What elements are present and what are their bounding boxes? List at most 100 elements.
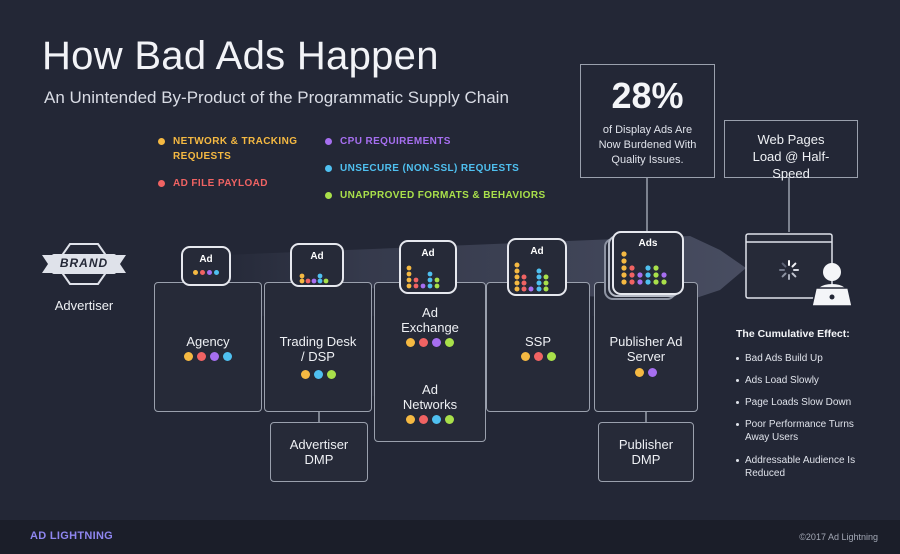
ad-card-dot-grid xyxy=(406,265,440,289)
issue-dot xyxy=(223,352,232,361)
issue-dot xyxy=(432,338,441,347)
advertiser-label: Advertiser xyxy=(54,298,114,313)
legend-dot xyxy=(158,138,165,145)
laptop-icon xyxy=(811,287,853,307)
ad-card: Ads xyxy=(612,231,684,295)
effect-text: Bad Ads Build Up xyxy=(745,353,823,364)
effects-heading: The Cumulative Effect: xyxy=(736,328,850,340)
effect-text: Addressable Audience Is Reduced xyxy=(745,455,856,479)
ad-exchange-dots xyxy=(374,338,486,347)
legend-label: UNSECURE (NON-SSL) REQUESTS xyxy=(340,163,520,174)
web-pages-callout: Web Pages Load @ Half-Speed xyxy=(724,120,858,181)
trading-desk-box xyxy=(264,282,372,412)
issue-dot xyxy=(520,352,530,361)
issue-dot xyxy=(432,415,441,424)
effect-text: Page Loads Slow Down xyxy=(745,397,852,408)
legend-item-payload: AD FILE PAYLOAD xyxy=(158,176,268,191)
bullet xyxy=(736,423,739,426)
issue-dot xyxy=(214,270,219,275)
issue-dot xyxy=(445,338,454,347)
brand-badge-text: BRAND xyxy=(59,256,109,270)
effect-text: Ads Load Slowly xyxy=(745,375,819,386)
ad-card-label: Ad xyxy=(530,246,544,257)
publisher-dmp-box xyxy=(598,422,694,482)
ad-networks-dots xyxy=(374,415,486,424)
ad-card-dot-grid xyxy=(514,262,549,292)
publisher-ad-server-dots xyxy=(594,368,698,377)
legend-item-unsecure: UNSECURE (NON-SSL) REQUESTS xyxy=(325,161,519,176)
stat-text: of Display Ads Are Now Burdened With Qua… xyxy=(598,124,697,166)
issue-dot xyxy=(419,415,428,424)
issue-dot xyxy=(419,338,428,347)
advertiser-dmp-box xyxy=(270,422,368,482)
issue-dot xyxy=(406,415,415,424)
publisher-ad-server-label: Publisher Ad Server xyxy=(609,334,683,364)
exchange-networks-box xyxy=(374,282,486,442)
agency-label: Agency xyxy=(186,334,230,349)
issue-dot xyxy=(533,352,543,361)
ad-card: Ad xyxy=(181,246,231,286)
ad-networks-label: Ad Networks xyxy=(402,382,458,412)
footer-bar: AD LIGHTNING ©2017 Ad Lightning xyxy=(0,520,900,554)
trading-desk-dots xyxy=(264,370,372,379)
advertiser-dmp-label: Advertiser DMP xyxy=(289,437,349,467)
bullet xyxy=(736,357,739,360)
issue-dot xyxy=(635,368,644,377)
effect-item: Poor Performance Turns Away Users xyxy=(736,418,870,444)
issue-dot xyxy=(200,270,205,275)
legend-label: UNAPPROVED FORMATS & BEHAVIORS xyxy=(340,190,546,201)
ad-card-dot-grid xyxy=(621,251,667,285)
effect-item: Bad Ads Build Up xyxy=(736,352,870,365)
legend-item-cpu: CPU REQUIREMENTS xyxy=(325,134,451,149)
ad-exchange-label: Ad Exchange xyxy=(401,305,459,335)
agency-dots xyxy=(154,352,262,361)
issue-dot xyxy=(300,370,310,379)
issue-dot xyxy=(193,270,198,275)
effect-item: Page Loads Slow Down xyxy=(736,396,870,409)
page-subtitle: An Unintended By-Product of the Programm… xyxy=(44,88,509,107)
effect-item: Ads Load Slowly xyxy=(736,374,870,387)
issue-dot xyxy=(313,370,323,379)
ad-card: Ad xyxy=(507,238,567,296)
issue-dot xyxy=(197,352,206,361)
legend-dot xyxy=(325,138,332,145)
stat-value: 28% xyxy=(611,75,684,116)
ad-card: Ad xyxy=(290,243,344,287)
ssp-box xyxy=(486,282,590,412)
loading-spinner-icon xyxy=(779,260,799,280)
bullet xyxy=(736,379,739,382)
ad-card: Ad xyxy=(399,240,457,294)
ad-card-label: Ad xyxy=(310,251,324,262)
copyright-text: ©2017 Ad Lightning xyxy=(799,532,878,542)
ssp-label: SSP xyxy=(524,334,551,349)
stat-callout: 28% of Display Ads Are Now Burdened With… xyxy=(580,64,715,178)
trading-desk-label: Trading Desk / DSP xyxy=(279,334,357,364)
ad-card-label: Ads xyxy=(638,238,658,249)
issue-dot xyxy=(184,352,193,361)
agency-box xyxy=(154,282,262,412)
effect-text: Poor Performance Turns Away Users xyxy=(745,419,854,443)
issue-dot xyxy=(406,338,415,347)
ad-card-label: Ad xyxy=(199,254,213,265)
effect-item: Addressable Audience Is Reduced xyxy=(736,454,870,480)
issue-dot xyxy=(326,370,336,379)
legend-dot xyxy=(325,165,332,172)
publisher-ad-server-box xyxy=(594,282,698,412)
issue-dot xyxy=(207,270,212,275)
ad-card-label: Ad xyxy=(421,248,435,259)
legend-label: AD FILE PAYLOAD xyxy=(173,178,268,189)
legend-item-network: NETWORK & TRACKING REQUESTS xyxy=(158,134,308,164)
legend-dot xyxy=(158,180,165,187)
slow-browser-illustration xyxy=(745,233,853,307)
ssp-dots xyxy=(486,352,590,361)
ad-lightning-logo: AD LIGHTNING xyxy=(30,530,114,542)
legend-item-unapproved: UNAPPROVED FORMATS & BEHAVIORS xyxy=(325,188,546,203)
issue-dot xyxy=(546,352,556,361)
issue-dot xyxy=(445,415,454,424)
page-title: How Bad Ads Happen xyxy=(42,34,439,78)
issue-dot xyxy=(210,352,219,361)
legend-label: CPU REQUIREMENTS xyxy=(340,136,451,147)
issue-dot xyxy=(648,368,657,377)
bullet xyxy=(736,459,739,462)
brand-badge xyxy=(42,243,126,285)
